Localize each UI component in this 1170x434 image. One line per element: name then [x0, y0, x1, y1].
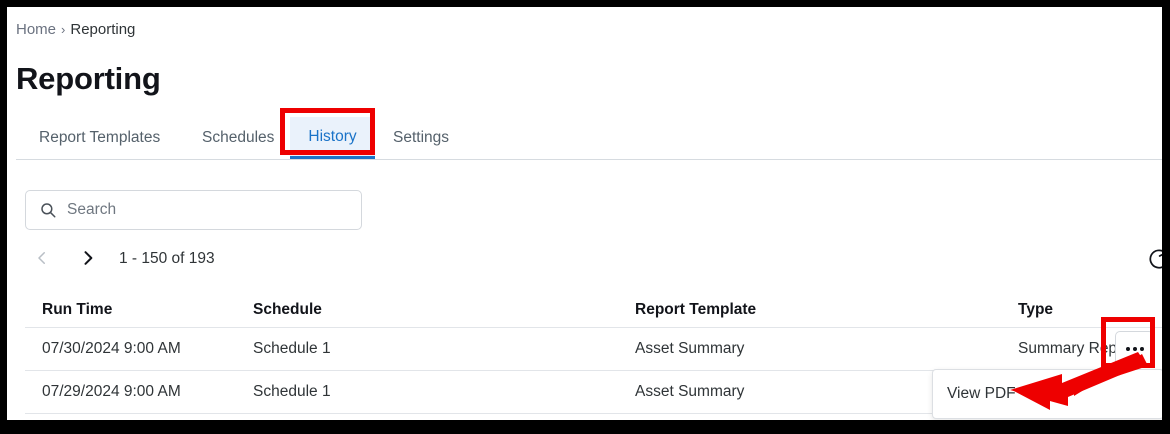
table-header-row: Run Time Schedule Report Template Type — [25, 292, 1162, 328]
column-header-schedule: Schedule — [253, 300, 322, 318]
breadcrumb-current: Reporting — [70, 21, 136, 38]
breadcrumb-home-link[interactable]: Home — [16, 21, 57, 38]
kebab-dot — [1139, 347, 1144, 351]
tab-bar: Report Templates Schedules History Setti… — [16, 117, 1162, 160]
menu-item-view-pdf[interactable]: View PDF — [947, 385, 1016, 402]
tab-settings[interactable]: Settings — [393, 129, 450, 146]
tab-report-templates[interactable]: Report Templates — [39, 129, 161, 146]
search-icon — [39, 201, 57, 219]
refresh-icon[interactable] — [1146, 246, 1162, 272]
page-title: Reporting — [16, 61, 161, 96]
tab-schedules[interactable]: Schedules — [202, 129, 275, 146]
cell-schedule: Schedule 1 — [253, 340, 331, 357]
cell-run-time: 07/29/2024 9:00 AM — [42, 383, 181, 400]
column-header-run-time: Run Time — [42, 300, 113, 318]
search-input[interactable] — [67, 201, 347, 219]
kebab-dot — [1132, 347, 1137, 351]
app-viewport: Home › Reporting Reporting Report Template… — [7, 7, 1162, 420]
cell-report-template: Asset Summary — [635, 340, 745, 357]
search-box[interactable] — [25, 190, 362, 230]
breadcrumb: Home › Reporting — [16, 20, 135, 40]
kebab-dot — [1125, 347, 1130, 351]
chevron-left-icon — [33, 249, 51, 270]
tab-history[interactable]: History — [290, 117, 375, 159]
row-actions-menu: View PDF — [932, 369, 1162, 419]
column-header-report-template: Report Template — [635, 300, 757, 318]
cell-report-template: Asset Summary — [635, 383, 745, 400]
table-row[interactable]: 07/30/2024 9:00 AM Schedule 1 Asset Summ… — [25, 328, 1162, 371]
breadcrumb-separator-icon: › — [61, 22, 66, 37]
more-options-icon[interactable] — [1115, 331, 1154, 367]
pagination: 1 - 150 of 193 — [29, 245, 215, 273]
cell-run-time: 07/30/2024 9:00 AM — [42, 340, 181, 357]
chevron-right-icon — [78, 248, 98, 271]
cell-schedule: Schedule 1 — [253, 383, 331, 400]
pagination-range-label: 1 - 150 of 193 — [119, 250, 215, 267]
pagination-prev-button[interactable] — [29, 246, 55, 272]
pagination-next-button[interactable] — [75, 246, 101, 272]
column-header-type: Type — [1018, 300, 1054, 318]
